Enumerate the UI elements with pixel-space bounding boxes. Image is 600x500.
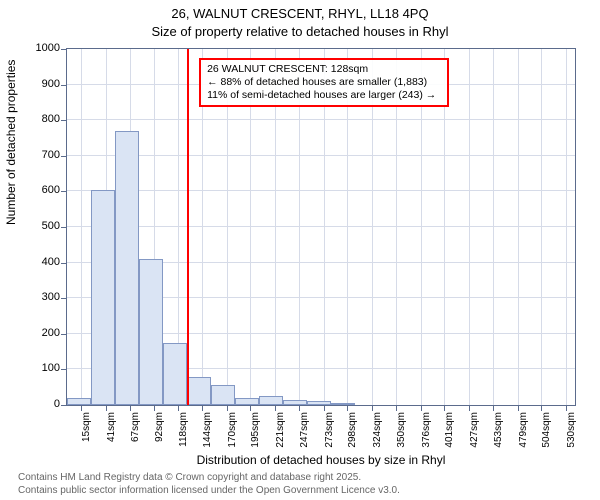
histogram-bar: [67, 398, 91, 405]
y-tick-mark: [61, 49, 66, 50]
gridline-h: [67, 155, 575, 156]
x-tick-mark: [566, 406, 567, 411]
y-tick-mark: [61, 263, 66, 264]
y-tick-mark: [61, 369, 66, 370]
x-tick-mark: [106, 406, 107, 411]
x-tick-label: 273sqm: [324, 412, 335, 452]
x-tick-label: 247sqm: [299, 412, 310, 452]
gridline-v: [493, 49, 494, 405]
gridline-v: [469, 49, 470, 405]
histogram-bar: [163, 343, 187, 405]
x-tick-mark: [493, 406, 494, 411]
y-tick-label: 500: [24, 220, 60, 232]
x-tick-label: 504sqm: [541, 412, 552, 452]
footer-line-2: Contains public sector information licen…: [18, 485, 400, 496]
x-tick-mark: [81, 406, 82, 411]
y-tick-label: 400: [24, 256, 60, 268]
x-tick-label: 92sqm: [154, 412, 165, 452]
histogram-bar: [259, 396, 283, 405]
histogram-bar: [139, 259, 163, 405]
y-tick-mark: [61, 85, 66, 86]
x-tick-label: 67sqm: [130, 412, 141, 452]
y-tick-label: 0: [24, 398, 60, 410]
x-tick-mark: [421, 406, 422, 411]
x-tick-mark: [347, 406, 348, 411]
y-tick-mark: [61, 334, 66, 335]
y-tick-label: 600: [24, 184, 60, 196]
y-tick-mark: [61, 405, 66, 406]
x-tick-mark: [250, 406, 251, 411]
histogram-bar: [307, 401, 331, 405]
y-tick-mark: [61, 191, 66, 192]
x-tick-label: 324sqm: [372, 412, 383, 452]
x-tick-mark: [518, 406, 519, 411]
x-tick-label: 376sqm: [421, 412, 432, 452]
x-tick-label: 41sqm: [106, 412, 117, 452]
reference-line: [187, 49, 189, 405]
x-tick-label: 350sqm: [396, 412, 407, 452]
x-tick-label: 427sqm: [469, 412, 480, 452]
x-tick-mark: [324, 406, 325, 411]
gridline-h: [67, 119, 575, 120]
x-tick-mark: [444, 406, 445, 411]
y-tick-label: 700: [24, 149, 60, 161]
y-tick-label: 100: [24, 362, 60, 374]
x-tick-mark: [396, 406, 397, 411]
footer-line-1: Contains HM Land Registry data © Crown c…: [18, 472, 361, 483]
x-tick-label: 170sqm: [227, 412, 238, 452]
y-tick-label: 300: [24, 291, 60, 303]
x-tick-mark: [469, 406, 470, 411]
x-tick-label: 221sqm: [275, 412, 286, 452]
x-tick-label: 453sqm: [493, 412, 504, 452]
x-tick-label: 401sqm: [444, 412, 455, 452]
x-axis-label: Distribution of detached houses by size …: [66, 453, 576, 467]
histogram-bar: [235, 398, 259, 405]
annotation-line: ← 88% of detached houses are smaller (1,…: [207, 76, 441, 89]
y-axis-label: Number of detached properties: [4, 60, 18, 225]
plot-area: 26 WALNUT CRESCENT: 128sqm← 88% of detac…: [66, 48, 576, 406]
x-tick-label: 144sqm: [202, 412, 213, 452]
histogram-bar: [91, 190, 115, 405]
chart-title-sub: Size of property relative to detached ho…: [0, 24, 600, 39]
x-tick-mark: [299, 406, 300, 411]
y-tick-label: 1000: [24, 42, 60, 54]
x-tick-mark: [541, 406, 542, 411]
annotation-line: 11% of semi-detached houses are larger (…: [207, 89, 441, 102]
chart-title-main: 26, WALNUT CRESCENT, RHYL, LL18 4PQ: [0, 6, 600, 21]
y-tick-mark: [61, 227, 66, 228]
gridline-v: [81, 49, 82, 405]
x-tick-label: 479sqm: [518, 412, 529, 452]
x-tick-label: 530sqm: [566, 412, 577, 452]
annotation-line: 26 WALNUT CRESCENT: 128sqm: [207, 63, 441, 76]
x-tick-label: 15sqm: [81, 412, 92, 452]
gridline-v: [541, 49, 542, 405]
gridline-h: [67, 226, 575, 227]
x-tick-label: 118sqm: [178, 412, 189, 452]
x-tick-mark: [154, 406, 155, 411]
x-tick-label: 298sqm: [347, 412, 358, 452]
y-tick-mark: [61, 298, 66, 299]
histogram-bar: [211, 385, 235, 405]
x-tick-mark: [372, 406, 373, 411]
gridline-h: [67, 190, 575, 191]
y-tick-label: 900: [24, 78, 60, 90]
y-tick-label: 200: [24, 327, 60, 339]
x-tick-mark: [202, 406, 203, 411]
x-tick-mark: [178, 406, 179, 411]
histogram-bar: [187, 377, 211, 405]
gridline-v: [566, 49, 567, 405]
chart-container: 26, WALNUT CRESCENT, RHYL, LL18 4PQ Size…: [0, 0, 600, 500]
histogram-bar: [115, 131, 139, 405]
x-tick-label: 195sqm: [250, 412, 261, 452]
x-tick-mark: [130, 406, 131, 411]
x-tick-mark: [227, 406, 228, 411]
y-tick-label: 800: [24, 113, 60, 125]
y-tick-mark: [61, 120, 66, 121]
histogram-bar: [283, 400, 307, 405]
annotation-box: 26 WALNUT CRESCENT: 128sqm← 88% of detac…: [199, 58, 449, 107]
histogram-bar: [331, 403, 355, 405]
y-tick-mark: [61, 156, 66, 157]
gridline-v: [518, 49, 519, 405]
x-tick-mark: [275, 406, 276, 411]
